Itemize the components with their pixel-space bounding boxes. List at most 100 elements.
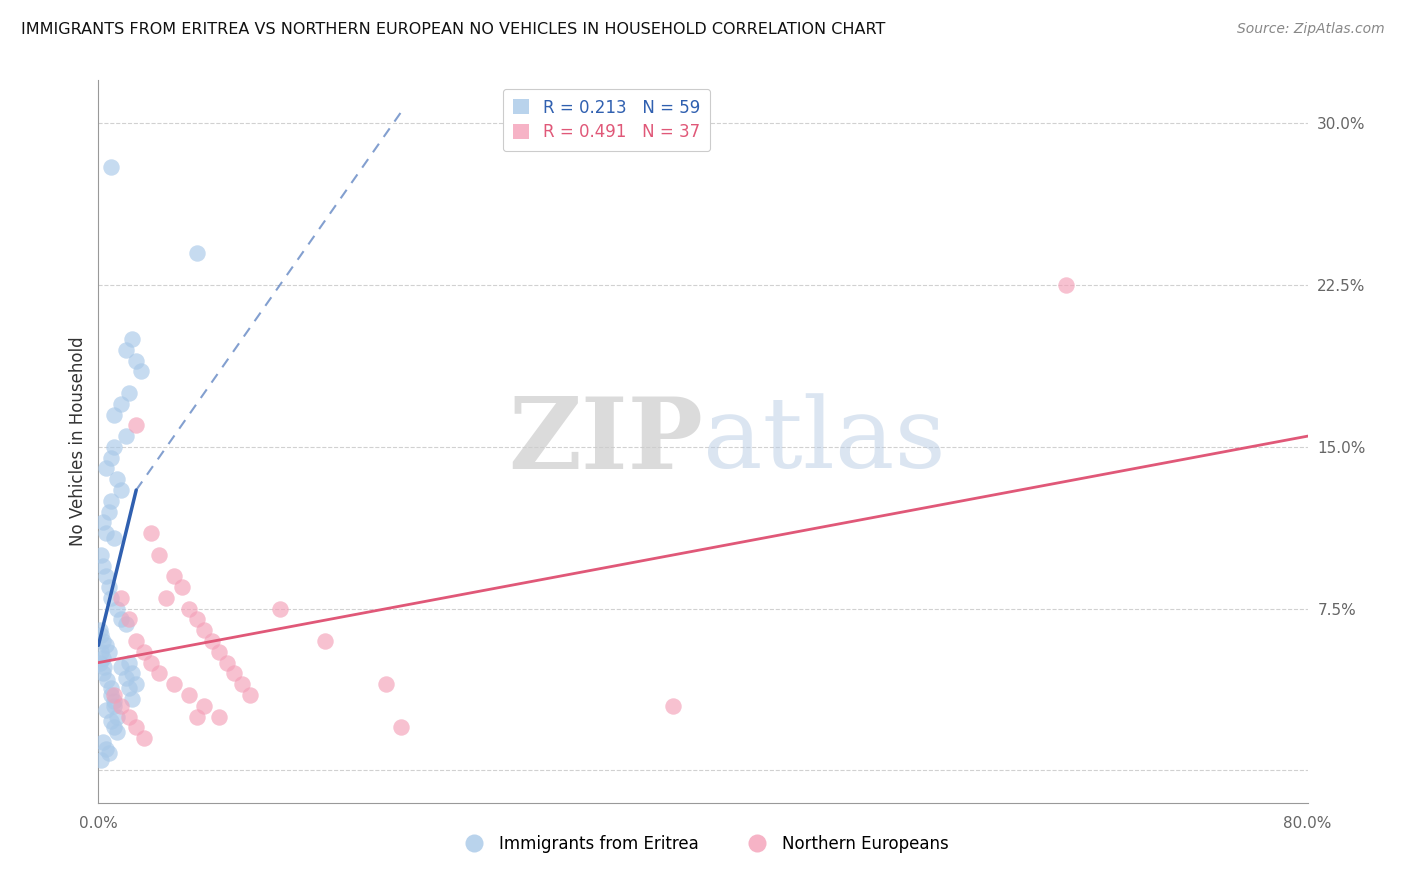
Point — [91, 516, 114, 530]
Point — [114, 343, 136, 357]
Point — [110, 591, 132, 605]
Point — [125, 353, 148, 368]
Point — [201, 634, 224, 648]
Text: atlas: atlas — [703, 393, 946, 490]
Point — [103, 694, 125, 708]
Point — [170, 580, 193, 594]
Point — [98, 580, 121, 594]
Point — [98, 505, 121, 519]
Point — [121, 332, 143, 346]
Point — [94, 569, 117, 583]
Point — [114, 671, 136, 685]
Point — [314, 634, 336, 648]
Point — [186, 612, 208, 626]
Point — [103, 531, 125, 545]
Point — [114, 429, 136, 443]
Point — [215, 656, 238, 670]
Point — [100, 591, 122, 605]
Point — [186, 709, 208, 723]
Point — [231, 677, 253, 691]
Point — [148, 666, 170, 681]
Point — [132, 731, 155, 745]
Point — [374, 677, 396, 691]
Point — [91, 558, 114, 573]
Point — [100, 450, 122, 465]
Point — [239, 688, 262, 702]
Point — [121, 666, 143, 681]
Point — [110, 612, 132, 626]
Point — [110, 698, 132, 713]
Point — [98, 645, 121, 659]
Text: ZIP: ZIP — [508, 393, 703, 490]
Point — [94, 526, 117, 541]
Point — [389, 720, 412, 734]
Point — [110, 483, 132, 497]
Point — [121, 692, 143, 706]
Point — [193, 624, 215, 638]
Point — [208, 645, 231, 659]
Point — [110, 660, 132, 674]
Point — [103, 688, 125, 702]
Point — [91, 735, 114, 749]
Point — [224, 666, 246, 681]
Point — [94, 742, 117, 756]
Point — [208, 709, 231, 723]
Point — [100, 688, 122, 702]
Point — [103, 720, 125, 734]
Point — [129, 364, 152, 378]
Point — [186, 245, 208, 260]
Point — [179, 601, 201, 615]
Point — [155, 591, 177, 605]
Point — [118, 656, 141, 670]
Point — [103, 440, 125, 454]
Point — [89, 624, 111, 638]
Point — [100, 681, 122, 696]
Point — [141, 656, 163, 670]
Point — [89, 656, 111, 670]
Point — [132, 645, 155, 659]
Point — [118, 386, 141, 401]
Point — [179, 688, 201, 702]
Point — [110, 397, 132, 411]
Point — [269, 601, 291, 615]
Point — [91, 634, 114, 648]
Point — [94, 638, 117, 652]
Point — [90, 645, 112, 659]
Point — [100, 160, 122, 174]
Point — [103, 408, 125, 422]
Point — [90, 548, 112, 562]
Point — [105, 724, 128, 739]
Text: IMMIGRANTS FROM ERITREA VS NORTHERN EUROPEAN NO VEHICLES IN HOUSEHOLD CORRELATIO: IMMIGRANTS FROM ERITREA VS NORTHERN EURO… — [21, 22, 886, 37]
Point — [90, 753, 112, 767]
Point — [96, 673, 118, 687]
Point — [100, 714, 122, 728]
Point — [105, 601, 128, 615]
Point — [118, 681, 141, 696]
Point — [98, 746, 121, 760]
Point — [118, 612, 141, 626]
Point — [118, 709, 141, 723]
Point — [93, 660, 115, 674]
Point — [148, 548, 170, 562]
Point — [94, 461, 117, 475]
Point — [105, 709, 128, 723]
Legend: Immigrants from Eritrea, Northern Europeans: Immigrants from Eritrea, Northern Europe… — [450, 828, 956, 860]
Point — [94, 703, 117, 717]
Y-axis label: No Vehicles in Household: No Vehicles in Household — [69, 336, 87, 547]
Point — [103, 698, 125, 713]
Point — [125, 634, 148, 648]
Point — [125, 677, 148, 691]
Point — [141, 526, 163, 541]
Point — [90, 627, 112, 641]
Point — [125, 720, 148, 734]
Point — [105, 472, 128, 486]
Point — [125, 418, 148, 433]
Point — [163, 677, 186, 691]
Point — [100, 493, 122, 508]
Point — [1054, 278, 1077, 293]
Point — [114, 616, 136, 631]
Point — [163, 569, 186, 583]
Point — [193, 698, 215, 713]
Text: Source: ZipAtlas.com: Source: ZipAtlas.com — [1237, 22, 1385, 37]
Point — [91, 666, 114, 681]
